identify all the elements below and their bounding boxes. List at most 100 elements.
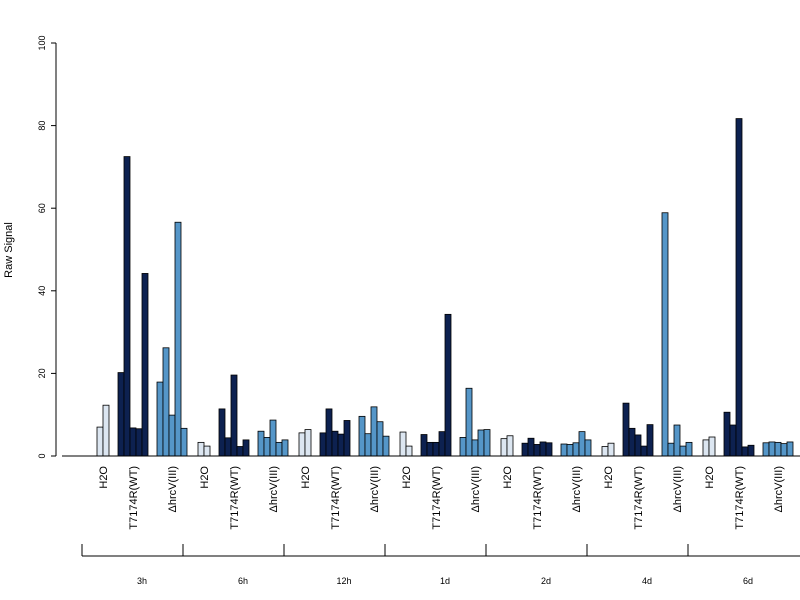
condition-label: ΔhrcV(III) [773,466,785,512]
condition-label: H2O [199,466,211,489]
condition-labels: H2O T7174R(WT) ΔhrcV(III) H2O T7174R(WT) Δhrc… [98,466,785,530]
bar [735,118,743,457]
group-label: 4d [642,576,652,586]
condition-label: H2O [603,466,615,489]
bar [774,441,782,457]
bar [506,435,514,457]
condition-label: T7174R(WT) [431,466,443,530]
bar [786,441,794,457]
y-tick-label: 80 [37,121,47,131]
y-tick-label: 100 [37,35,47,50]
group-label: 3h [137,576,147,586]
bar [741,446,749,457]
bar [337,433,345,457]
condition-label: H2O [300,466,312,489]
bar [521,442,529,457]
bar [358,415,366,457]
bar [768,441,776,457]
bar [343,420,351,457]
bar [331,430,339,457]
group-label: 2d [541,576,551,586]
condition-label: H2O [401,466,413,489]
bar [281,439,289,457]
bar [500,438,508,457]
condition-label: H2O [502,466,514,489]
bar [426,441,434,457]
bar [673,424,681,457]
bar [319,432,327,457]
bar [123,156,131,457]
bar [465,387,473,457]
bar [242,439,250,457]
bar [539,441,547,457]
condition-label: ΔhrcV(III) [672,466,684,512]
y-tick-label: 40 [37,286,47,296]
bar [230,374,238,457]
bar [382,435,390,457]
bar [708,436,716,457]
bar [685,441,693,457]
bar [729,424,737,457]
bar [304,429,312,457]
y-axis-label: Raw Signal [3,222,15,278]
bar [667,442,675,457]
condition-label: ΔhrcV(III) [369,466,381,512]
bar [420,434,428,457]
bar [162,347,170,457]
bar [628,427,636,457]
condition-label: T7174R(WT) [633,466,645,530]
group-brackets: 3h 6h 12h 1d 2d 4d 6d [81,544,800,586]
bar [607,442,615,457]
bar [218,408,226,457]
bar [257,430,265,457]
bar [578,431,586,457]
bar [533,444,541,457]
condition-label: ΔhrcV(III) [268,466,280,512]
bar [601,446,609,457]
bar [762,442,770,457]
bars [96,118,794,457]
y-axis: 0 20 40 60 80 100 [37,35,57,459]
bar [438,431,446,457]
bar [298,432,306,457]
bar [168,414,176,457]
condition-label: H2O [704,466,716,489]
bar [560,443,568,457]
bar [545,442,553,457]
bar [370,406,378,457]
condition-label: ΔhrcV(III) [470,466,482,512]
y-tick-label: 0 [37,453,47,458]
bar [483,429,491,457]
condition-label: H2O [98,466,110,489]
bar [135,428,143,457]
condition-label: ΔhrcV(III) [571,466,583,512]
bar [180,427,188,457]
bar [459,437,467,457]
bar [117,372,125,457]
bar [584,439,592,457]
y-tick-label: 60 [37,203,47,213]
bar [471,439,479,457]
condition-label: T7174R(WT) [532,466,544,530]
bar [566,444,574,457]
bar [702,439,710,457]
bar [622,402,630,457]
bar [174,221,182,457]
bar [399,431,407,457]
bar [679,445,687,457]
condition-label: T7174R(WT) [128,466,140,530]
bar [129,427,137,457]
condition-label: ΔhrcV(III) [167,466,179,512]
bar [197,441,205,457]
bar [661,212,669,457]
bar [405,445,413,457]
bar [224,437,232,457]
group-label: 12h [336,576,351,586]
group-label: 1d [440,576,450,586]
group-label: 6h [238,576,248,586]
bar [325,408,333,457]
bar [236,446,244,457]
bar [275,441,283,457]
bar [376,421,384,457]
